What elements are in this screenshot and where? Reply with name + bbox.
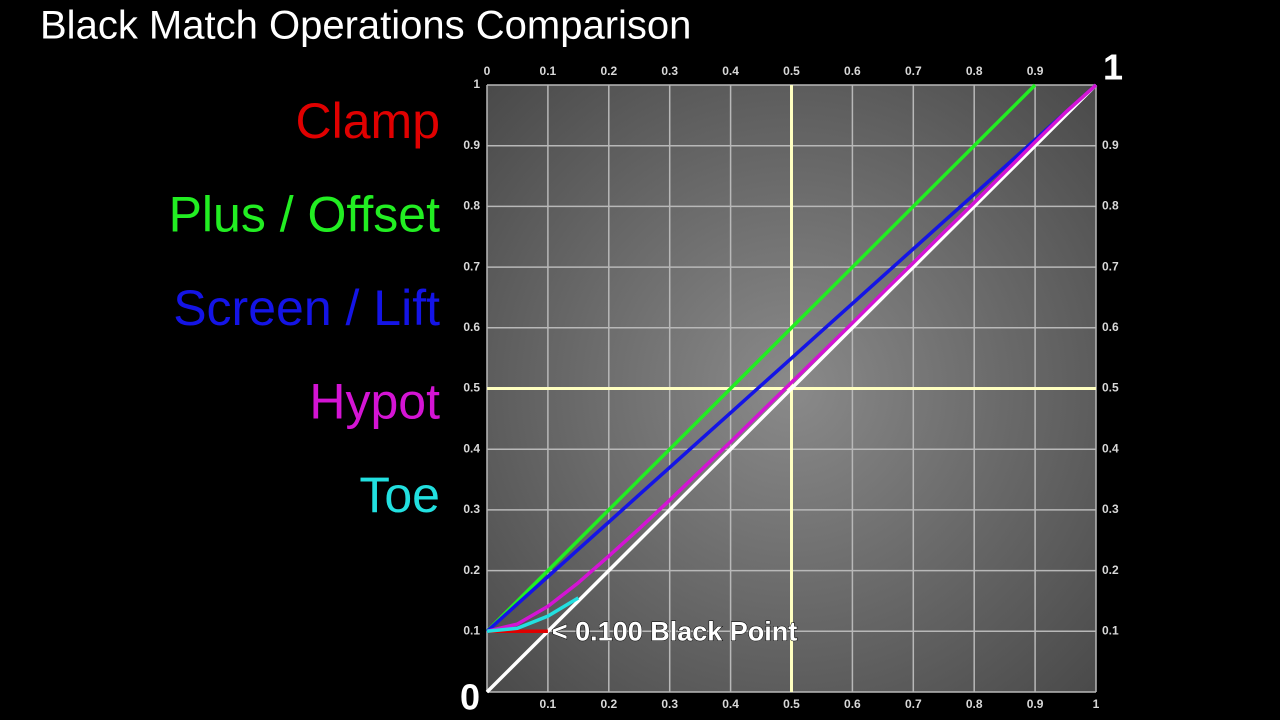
series-line xyxy=(485,83,1098,633)
x-tick-label: 0 xyxy=(484,64,491,78)
series-line xyxy=(485,83,1098,694)
x-tick-label: 0.8 xyxy=(966,64,983,78)
y-tick-label: 0.6 xyxy=(463,320,480,334)
x-tick-label: 0.1 xyxy=(540,64,557,78)
x-tick-label: 1 xyxy=(1093,697,1100,711)
x-tick-label: 0.3 xyxy=(661,697,678,711)
x-tick-label: 0.9 xyxy=(1027,697,1044,711)
series-line xyxy=(486,83,1098,634)
y-tick-label: 0.2 xyxy=(1102,563,1119,577)
y-tick-label: 0.5 xyxy=(1102,381,1119,395)
x-tick-label: 0.7 xyxy=(905,64,922,78)
axis-end-label: 1 xyxy=(1103,47,1123,88)
legend-entry: Plus / Offset xyxy=(169,187,441,243)
legend-entry: Screen / Lift xyxy=(173,280,440,336)
y-tick-label: 0.9 xyxy=(463,138,480,152)
legend-entry: Hypot xyxy=(309,374,440,430)
y-tick-label: 0.3 xyxy=(463,502,480,516)
y-tick-label: 0.8 xyxy=(463,199,480,213)
legend-entry: Toe xyxy=(359,467,440,523)
y-tick-label: 0.2 xyxy=(463,563,480,577)
x-tick-label: 0.5 xyxy=(783,697,800,711)
y-tick-label: 0.9 xyxy=(1102,138,1119,152)
y-tick-label: 1 xyxy=(473,77,480,91)
x-tick-label: 0.1 xyxy=(540,697,557,711)
y-tick-label: 0.1 xyxy=(463,623,480,637)
x-tick-label: 0.7 xyxy=(905,697,922,711)
x-tick-label: 0.8 xyxy=(966,697,983,711)
x-tick-label: 0.9 xyxy=(1027,64,1044,78)
y-tick-label: 0.1 xyxy=(1102,623,1119,637)
y-tick-label: 0.4 xyxy=(463,441,480,455)
y-tick-label: 0.5 xyxy=(463,381,480,395)
x-tick-label: 0.6 xyxy=(844,64,861,78)
y-tick-label: 0.6 xyxy=(1102,320,1119,334)
y-tick-label: 0.4 xyxy=(1102,441,1119,455)
x-tick-label: 0.3 xyxy=(661,64,678,78)
series-line xyxy=(486,596,580,634)
x-tick-label: 0.2 xyxy=(600,697,617,711)
series-line xyxy=(485,83,1037,633)
y-tick-label: 0.8 xyxy=(1102,199,1119,213)
x-tick-label: 0.6 xyxy=(844,697,861,711)
x-tick-label: 0.4 xyxy=(722,64,739,78)
x-tick-label: 0.5 xyxy=(783,64,800,78)
chart-title: Black Match Operations Comparison xyxy=(40,4,691,48)
annotation: < 0.100 Black Point xyxy=(552,616,797,646)
legend-entry: Clamp xyxy=(296,93,440,149)
y-tick-label: 0.7 xyxy=(1102,259,1119,273)
x-tick-label: 0.4 xyxy=(722,697,739,711)
y-tick-label: 0.7 xyxy=(463,259,480,273)
axis-end-label: 0 xyxy=(460,677,480,718)
x-tick-label: 0.2 xyxy=(600,64,617,78)
y-tick-label: 0.3 xyxy=(1102,502,1119,516)
